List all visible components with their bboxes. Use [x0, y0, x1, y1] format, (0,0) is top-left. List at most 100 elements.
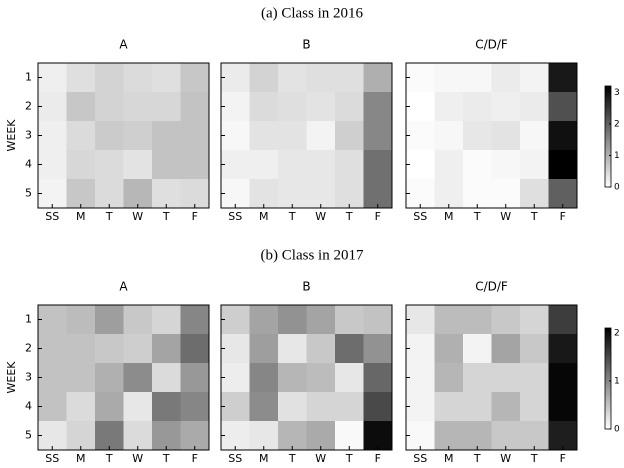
- heatmap-cell: [520, 150, 549, 180]
- x-tick-label: M: [444, 210, 454, 223]
- heatmap-cell: [95, 305, 124, 335]
- y-tick-label: 5: [25, 187, 32, 200]
- x-tick-label: F: [560, 452, 566, 465]
- y-tick-label: 3: [25, 129, 32, 142]
- figure-title: (b) Class in 2017: [261, 247, 364, 263]
- heatmap-cell: [434, 121, 464, 151]
- x-tick-label: T: [530, 452, 538, 465]
- heatmap-cell: [463, 63, 492, 93]
- heatmap-cell: [249, 334, 279, 364]
- heatmap-cell: [278, 150, 307, 180]
- heatmap-cell: [221, 334, 250, 364]
- panel-title: A: [119, 38, 128, 52]
- heatmap-cell: [152, 392, 181, 422]
- heatmap-cell: [463, 121, 492, 151]
- heatmap-cell: [180, 179, 210, 209]
- heatmap-cell: [221, 363, 250, 393]
- heatmap-cell: [221, 179, 250, 209]
- colorbar-tick-label: 0: [614, 425, 620, 435]
- heatmap-cell: [363, 305, 393, 335]
- heatmap-cell: [491, 121, 521, 151]
- heatmap-cell: [152, 121, 181, 151]
- heatmap-cell: [180, 92, 210, 122]
- heatmap-cell: [95, 63, 124, 93]
- heatmap-cell: [249, 363, 279, 393]
- heatmap-cell: [95, 179, 124, 209]
- heatmap-cell: [249, 305, 279, 335]
- colorbar-tick-label: 0: [614, 183, 620, 193]
- heatmap-cell: [434, 63, 464, 93]
- x-tick-label: W: [315, 210, 326, 223]
- heatmap-cell: [434, 150, 464, 180]
- heatmap-cell: [249, 150, 279, 180]
- heatmap-cell: [66, 334, 96, 364]
- heatmap-cell: [249, 179, 279, 209]
- heatmap-cell: [123, 421, 153, 451]
- heatmap-cell: [123, 334, 153, 364]
- heatmap-cell: [463, 92, 492, 122]
- heatmap-cell: [363, 334, 393, 364]
- heatmap-cell: [38, 179, 67, 209]
- heatmap-cell: [434, 305, 464, 335]
- heatmap-cell: [278, 121, 307, 151]
- heatmap-cell: [363, 121, 393, 151]
- heatmap-cell: [463, 334, 492, 364]
- heatmap-cell: [520, 92, 549, 122]
- heatmap-cell: [335, 150, 364, 180]
- heatmap-cell: [463, 179, 492, 209]
- heatmap-cell: [363, 92, 393, 122]
- x-tick-label: M: [76, 452, 86, 465]
- heatmap-cell: [38, 334, 67, 364]
- heatmap-cell: [152, 305, 181, 335]
- x-tick-label: F: [192, 452, 198, 465]
- heatmap-cell: [306, 421, 336, 451]
- heatmap-cell: [66, 421, 96, 451]
- heatmap-cell: [335, 179, 364, 209]
- heatmap-cell: [123, 121, 153, 151]
- x-tick-label: W: [315, 452, 326, 465]
- heatmap-cell: [363, 63, 393, 93]
- x-tick-label: SS: [413, 210, 427, 223]
- heatmap-cell: [152, 92, 181, 122]
- x-tick-label: T: [288, 210, 296, 223]
- heatmap-cell: [520, 305, 549, 335]
- heatmap-cell: [249, 92, 279, 122]
- heatmap-cell: [491, 63, 521, 93]
- heatmap-cell: [221, 63, 250, 93]
- heatmap-cell: [335, 363, 364, 393]
- heatmap-cell: [491, 305, 521, 335]
- heatmap-cell: [335, 305, 364, 335]
- heatmap-cell: [548, 63, 578, 93]
- heatmap-cell: [278, 334, 307, 364]
- heatmap-cell: [221, 150, 250, 180]
- heatmap-cell: [363, 392, 393, 422]
- x-tick-label: SS: [228, 210, 242, 223]
- heatmap-cell: [152, 63, 181, 93]
- heatmap-cell: [38, 63, 67, 93]
- heatmap-cell: [278, 363, 307, 393]
- heatmap-cell: [463, 421, 492, 451]
- heatmap-cell: [180, 150, 210, 180]
- heatmap-cell: [66, 363, 96, 393]
- heatmap-cell: [249, 421, 279, 451]
- heatmap-cell: [491, 150, 521, 180]
- x-tick-label: T: [105, 452, 113, 465]
- heatmap-cell: [406, 179, 435, 209]
- heatmap-cell: [491, 363, 521, 393]
- heatmap-cell: [180, 334, 210, 364]
- heatmap-cell: [306, 392, 336, 422]
- heatmap-cell: [406, 63, 435, 93]
- heatmap-cell: [548, 421, 578, 451]
- heatmap-cell: [278, 63, 307, 93]
- y-tick-label: 1: [25, 71, 32, 84]
- x-tick-label: M: [259, 452, 269, 465]
- colorbar-tick-label: 2: [614, 119, 620, 129]
- heatmap-cell: [406, 392, 435, 422]
- heatmap-cell: [306, 92, 336, 122]
- heatmap-cell: [38, 363, 67, 393]
- heatmap-cell: [152, 334, 181, 364]
- heatmap-cell: [306, 363, 336, 393]
- x-tick-label: T: [473, 452, 481, 465]
- colorbar-tick-label: 3: [614, 88, 620, 98]
- heatmap-cell: [180, 305, 210, 335]
